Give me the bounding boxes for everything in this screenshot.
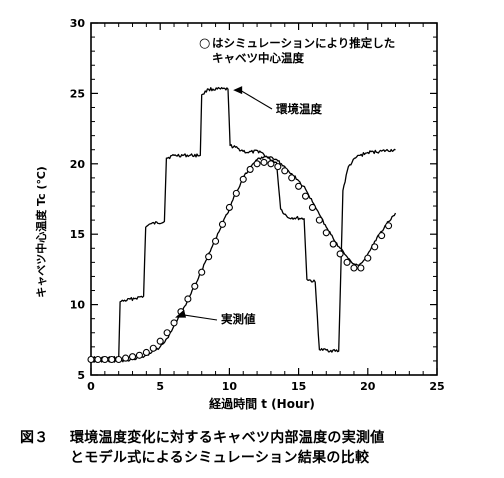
simulated-point	[239, 175, 247, 183]
simulated-point	[149, 344, 157, 352]
simulated-point	[115, 355, 123, 364]
simulated-point	[357, 264, 365, 272]
legend-line-2: キャベツ中心温度	[212, 51, 304, 65]
series-line-measured	[90, 155, 397, 363]
y-tick-label: 5	[77, 369, 85, 382]
simulated-point	[156, 337, 164, 345]
simulated-point	[135, 351, 143, 359]
caption-line-1: 環境温度変化に対するキャベツ内部温度の実測値	[70, 430, 385, 446]
simulated-point	[232, 189, 240, 197]
simulated-point	[274, 163, 282, 171]
simulated-point	[322, 229, 330, 237]
x-axis-label: 経過時間 t (Hour)	[209, 396, 315, 411]
x-tick-label: 25	[429, 380, 444, 393]
simulated-point	[385, 222, 393, 230]
annotation-ambient-arrowhead	[233, 86, 243, 95]
simulated-point	[329, 240, 337, 248]
y-tick-label: 20	[70, 158, 86, 171]
simulated-point	[253, 160, 261, 168]
simulated-point	[108, 355, 116, 364]
annotation-ambient-label: 環境温度	[276, 102, 322, 116]
simulated-point	[184, 295, 192, 303]
simulated-point	[212, 237, 220, 245]
simulated-point	[142, 348, 150, 357]
y-tick-label: 10	[70, 299, 86, 312]
simulated-point	[218, 220, 227, 228]
simulated-point	[128, 353, 137, 361]
simulated-point	[170, 319, 178, 327]
simulated-point	[246, 165, 254, 173]
annotation-ambient-leader	[239, 89, 273, 110]
simulated-point	[94, 355, 102, 364]
simulated-point	[191, 282, 199, 290]
simulated-point	[315, 216, 323, 224]
x-tick-label: 5	[156, 380, 164, 393]
x-tick-label: 0	[87, 380, 95, 393]
legend-marker-icon: ○	[199, 36, 210, 51]
x-tick-label: 20	[360, 380, 376, 393]
simulated-point	[260, 158, 268, 166]
simulated-point	[267, 160, 275, 168]
annotation-measured-label: 実測値	[221, 312, 256, 326]
figure-caption: 図３ 環境温度変化に対するキャベツ内部温度の実測値 とモデル式によるシミュレーション…	[20, 428, 385, 468]
simulated-point	[364, 254, 372, 262]
simulated-point	[198, 268, 206, 276]
simulated-point	[295, 182, 303, 190]
annotation-measured-arrowhead	[175, 309, 187, 318]
simulated-point	[336, 250, 344, 258]
x-tick-label: 15	[291, 380, 306, 393]
simulated-point	[308, 203, 316, 211]
simulated-point	[378, 232, 386, 240]
caption-number: 図３	[20, 430, 49, 446]
simulated-point	[371, 243, 379, 251]
legend-line-1: はシミュレーションにより推定した	[212, 36, 395, 50]
simulated-point	[122, 354, 130, 362]
simulated-point	[301, 192, 310, 200]
simulated-point	[288, 174, 296, 182]
y-tick-label: 30	[70, 17, 86, 30]
simulated-point	[281, 167, 289, 175]
simulated-point	[225, 203, 233, 211]
series-line-ambient	[90, 86, 396, 361]
plot-frame	[90, 22, 438, 376]
simulated-point	[87, 355, 95, 364]
y-tick-label: 15	[70, 228, 85, 241]
simulated-point	[350, 264, 358, 272]
simulated-point	[163, 329, 171, 337]
simulated-point	[343, 258, 351, 266]
annotation-measured-leader	[181, 314, 218, 321]
simulated-point	[205, 253, 213, 261]
y-tick-label: 25	[70, 87, 85, 100]
x-tick-label: 10	[222, 380, 238, 393]
simulated-point	[101, 355, 109, 364]
y-axis-label: キャベツ中心温度 Tc (℃)	[34, 166, 48, 298]
caption-line-2: とモデル式によるシミュレーション結果の比較	[70, 450, 370, 466]
